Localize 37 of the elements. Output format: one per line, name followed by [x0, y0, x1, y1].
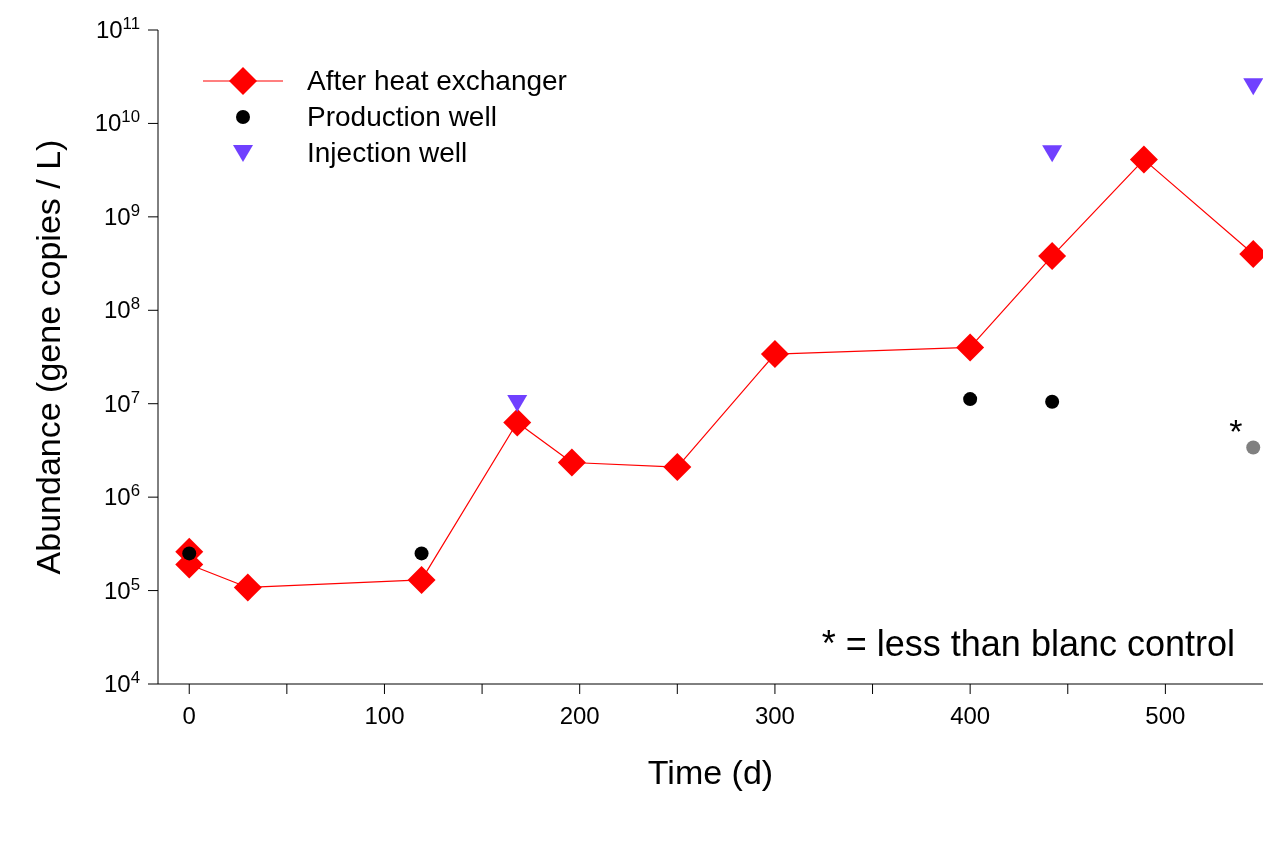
x-tick-label: 100	[364, 702, 405, 729]
legend-label: After heat exchanger	[307, 65, 567, 97]
point	[663, 453, 692, 482]
y-tick-label: 10$^{11}$	[95, 13, 140, 43]
y-tick-label: 10$^{7}$	[103, 387, 140, 417]
point	[407, 565, 436, 594]
point	[1042, 145, 1063, 163]
point	[1243, 78, 1263, 96]
point	[1038, 242, 1067, 271]
y-tick-label: 10$^{6}$	[103, 480, 140, 511]
y-tick-label: 10$^{10}$	[94, 106, 140, 137]
legend-label: Injection well	[307, 137, 468, 169]
x-tick-label: 0	[182, 702, 196, 729]
annotation: *	[1229, 412, 1243, 451]
point	[233, 573, 262, 602]
point	[1246, 440, 1261, 455]
x-tick-label: 400	[950, 702, 991, 729]
point	[760, 340, 789, 369]
legend-label: Production well	[307, 101, 497, 133]
point	[503, 408, 532, 437]
x-axis-title: Time (d)	[647, 753, 774, 791]
y-tick-label: 10$^{8}$	[103, 293, 140, 324]
point	[1129, 145, 1158, 174]
y-tick-label: 10$^{9}$	[103, 200, 140, 230]
y-tick-label: 10$^{4}$	[103, 667, 140, 697]
point	[507, 394, 528, 412]
point	[414, 546, 429, 561]
annotation: * = less than blanc control	[821, 623, 1235, 665]
y-tick-label: 10$^{5}$	[103, 574, 140, 604]
y-axis-title: Abundance (gene copies / L)	[29, 139, 68, 575]
x-tick-label: 200	[559, 702, 600, 729]
x-tick-label: 300	[754, 702, 795, 729]
point	[1045, 394, 1060, 409]
point	[557, 448, 586, 477]
point	[963, 392, 978, 407]
x-tick-label: 500	[1145, 702, 1186, 729]
point	[956, 333, 985, 362]
